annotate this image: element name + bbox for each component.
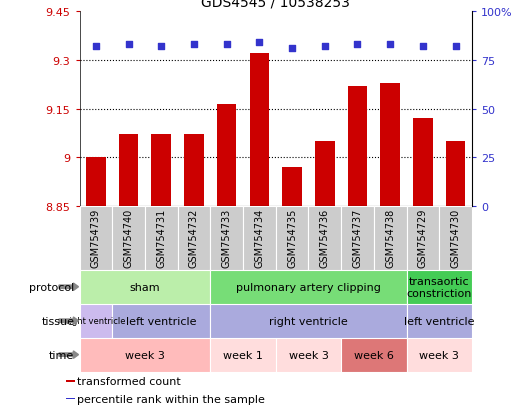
Bar xyxy=(406,206,439,270)
Bar xyxy=(406,304,472,338)
Text: right ventricle: right ventricle xyxy=(269,316,348,326)
Bar xyxy=(282,167,302,206)
Bar xyxy=(145,206,177,270)
Text: left ventricle: left ventricle xyxy=(126,316,196,326)
Bar xyxy=(86,158,106,206)
Bar xyxy=(210,270,406,304)
Bar xyxy=(66,398,75,399)
Bar xyxy=(119,135,139,206)
Bar xyxy=(66,380,75,382)
Text: pulmonary artery clipping: pulmonary artery clipping xyxy=(236,282,381,292)
Bar xyxy=(80,338,210,372)
Point xyxy=(386,42,394,49)
Bar xyxy=(308,206,341,270)
Title: GDS4545 / 10538253: GDS4545 / 10538253 xyxy=(201,0,350,10)
Bar xyxy=(413,119,432,206)
Text: GSM754737: GSM754737 xyxy=(352,208,363,267)
Text: protocol: protocol xyxy=(29,282,74,292)
Bar xyxy=(177,206,210,270)
Bar xyxy=(374,206,406,270)
Text: right ventricle: right ventricle xyxy=(66,316,126,325)
Bar xyxy=(217,104,236,206)
Bar xyxy=(276,338,341,372)
Bar xyxy=(406,270,472,304)
Text: percentile rank within the sample: percentile rank within the sample xyxy=(76,394,265,404)
Text: sham: sham xyxy=(130,282,160,292)
Bar xyxy=(112,206,145,270)
Bar xyxy=(80,206,112,270)
Point xyxy=(419,44,427,50)
Text: GSM754733: GSM754733 xyxy=(222,208,232,267)
Text: GSM754739: GSM754739 xyxy=(91,208,101,267)
Point xyxy=(321,44,329,50)
Text: GSM754738: GSM754738 xyxy=(385,208,395,267)
Bar xyxy=(275,206,308,270)
Bar xyxy=(184,135,204,206)
Text: week 3: week 3 xyxy=(419,350,459,360)
Point xyxy=(157,44,165,50)
Text: transaortic
constriction: transaortic constriction xyxy=(407,276,472,298)
Text: GSM754734: GSM754734 xyxy=(254,208,264,267)
Text: week 3: week 3 xyxy=(125,350,165,360)
Bar xyxy=(439,206,472,270)
Bar xyxy=(348,87,367,206)
Bar xyxy=(341,338,406,372)
Point xyxy=(288,46,296,52)
Point xyxy=(92,44,100,50)
Text: GSM754736: GSM754736 xyxy=(320,208,330,267)
Text: GSM754740: GSM754740 xyxy=(124,208,133,267)
Bar xyxy=(80,270,210,304)
Bar xyxy=(406,338,472,372)
Text: tissue: tissue xyxy=(42,316,74,326)
Point xyxy=(255,40,264,47)
Point xyxy=(451,44,460,50)
Text: GSM754732: GSM754732 xyxy=(189,208,199,267)
Bar xyxy=(315,142,334,206)
Text: left ventricle: left ventricle xyxy=(404,316,475,326)
Text: week 3: week 3 xyxy=(288,350,328,360)
Bar xyxy=(151,135,171,206)
Text: transformed count: transformed count xyxy=(76,376,181,386)
Point xyxy=(353,42,362,49)
Bar xyxy=(210,206,243,270)
Bar xyxy=(210,338,275,372)
Point xyxy=(190,42,198,49)
Text: time: time xyxy=(49,350,74,360)
Bar xyxy=(249,55,269,206)
Bar xyxy=(341,206,374,270)
Bar xyxy=(243,206,276,270)
Bar xyxy=(446,142,465,206)
Point xyxy=(125,42,133,49)
Text: GSM754731: GSM754731 xyxy=(156,208,166,267)
Bar xyxy=(80,304,112,338)
Text: GSM754735: GSM754735 xyxy=(287,208,297,267)
Bar xyxy=(112,304,210,338)
Text: week 6: week 6 xyxy=(354,350,394,360)
Bar xyxy=(380,83,400,206)
Text: GSM754730: GSM754730 xyxy=(450,208,461,267)
Bar xyxy=(210,304,406,338)
Text: GSM754729: GSM754729 xyxy=(418,208,428,267)
Point xyxy=(223,42,231,49)
Text: week 1: week 1 xyxy=(223,350,263,360)
